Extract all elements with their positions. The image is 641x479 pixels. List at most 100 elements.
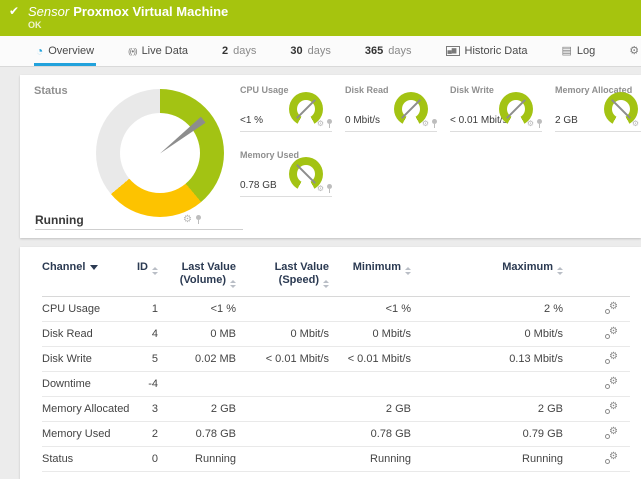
column-header-last_volume[interactable]: Last Value(Volume) [162,257,240,297]
gear-glyph: ⚙ [609,451,618,463]
mini-gauge-value: <1 % [240,115,263,126]
tab-settings[interactable]: ⚙Settings [627,36,641,66]
gear-icon: ⚙ [629,46,639,57]
column-label-2: (Volume) [180,274,226,286]
cell-min [333,372,415,397]
channel-settings-icon[interactable]: ⚙ [604,452,618,464]
sort-icon [230,280,236,288]
small-gear-dot [605,334,610,339]
tab-label: days [388,45,411,57]
sensor-header: ✔ SensorProxmox Virtual Machine OK [0,0,641,36]
sort-icon [152,267,158,275]
status-gauge [96,89,224,217]
cell-channel: Status [42,447,137,472]
small-gear-dot [605,384,610,389]
cell-last_speed [240,372,333,397]
sort-icon [405,267,411,275]
channel-settings-icon[interactable]: ⚙ [604,427,618,439]
mini-gauge-title: Disk Write [450,85,542,95]
tab-historic-data[interactable]: ▄▆Historic Data [444,36,530,66]
column-header-min[interactable]: Minimum [333,257,415,297]
mini-gauge-value: 0.78 GB [240,180,277,191]
tab-label: days [233,45,256,57]
cell-max: Running [415,447,567,472]
pin-icon[interactable] [432,119,437,128]
column-label: Minimum [353,261,401,273]
mini-gauge-title: Disk Read [345,85,437,95]
gear-icon[interactable]: ⚙ [632,120,639,128]
cell-max: 2 GB [415,397,567,422]
cell-min: < 0.01 Mbit/s [333,347,415,372]
cell-channel: CPU Usage [42,297,137,322]
tab-log[interactable]: ▤Log [560,36,598,66]
channel-settings-icon[interactable]: ⚙ [604,302,618,314]
channels-table: ChannelIDLast Value(Volume)Last Value(Sp… [42,257,630,472]
cell-min: 0 Mbit/s [333,322,415,347]
gear-glyph: ⚙ [609,401,618,413]
sort-icon [557,267,563,275]
gear-glyph: ⚙ [609,326,618,338]
mini-gauge-disk-read: Disk Read0 Mbit/s⚙ [345,85,437,132]
tab-label: Log [577,45,595,57]
cell-channel: Memory Used [42,422,137,447]
cell-last_volume: 0 MB [162,322,240,347]
mini-gauge-title: Memory Used [240,150,332,160]
sort-icon [323,280,329,288]
column-header-channel[interactable]: Channel [42,257,137,297]
cell-actions: ⚙ [567,422,630,447]
channel-settings-icon[interactable]: ⚙ [604,327,618,339]
chart-icon: ▄▆ [446,46,460,56]
gear-icon[interactable]: ⚙ [422,120,429,128]
tab-365-days[interactable]: 365days [363,36,414,66]
status-panel-title: Status [34,85,68,97]
channel-settings-icon[interactable]: ⚙ [604,377,618,389]
tab-30-days[interactable]: 30days [288,36,333,66]
pin-icon[interactable] [327,184,332,193]
mini-gauge-needle [401,99,421,119]
cell-channel: Memory Allocated [42,397,137,422]
tab-overview[interactable]: ◔Overview [34,36,96,66]
pin-icon[interactable] [327,119,332,128]
mini-gauge-memory-used: Memory Used 0.78 GB ⚙ [240,150,332,197]
table-row: Disk Write50.02 MB< 0.01 Mbit/s< 0.01 Mb… [42,347,630,372]
gear-icon[interactable]: ⚙ [317,120,324,128]
cell-last_volume [162,372,240,397]
channels-table-body: CPU Usage1<1 %<1 %2 %⚙Disk Read40 MB0 Mb… [42,297,630,472]
cell-id: 5 [137,347,162,372]
mini-gauge-value: 2 GB [555,115,578,126]
gauges-panel: Status Running ⚙ CPU Usage<1 %⚙Disk Read… [20,75,641,238]
cell-actions: ⚙ [567,447,630,472]
cell-min: 2 GB [333,397,415,422]
cell-max: 0.79 GB [415,422,567,447]
channel-settings-icon[interactable]: ⚙ [604,352,618,364]
column-header-last_speed[interactable]: Last Value(Speed) [240,257,333,297]
table-row: Status0RunningRunningRunning⚙ [42,447,630,472]
sensor-titles: SensorProxmox Virtual Machine OK [0,0,641,30]
cell-min: <1 % [333,297,415,322]
column-header-id[interactable]: ID [137,257,162,297]
gear-icon[interactable]: ⚙ [317,185,324,193]
gear-glyph: ⚙ [609,426,618,438]
tab-2-days[interactable]: 2 days [220,36,258,66]
table-row: Disk Read40 MB0 Mbit/s0 Mbit/s0 Mbit/s⚙ [42,322,630,347]
gauge-icon: ◔ [36,46,43,57]
cell-last_speed [240,447,333,472]
pin-icon[interactable] [537,119,542,128]
gear-icon[interactable]: ⚙ [183,215,192,225]
tab-label-bold: 30 [290,45,302,57]
gear-icon[interactable]: ⚙ [527,120,534,128]
small-gear-dot [605,409,610,414]
column-label-2: (Speed) [279,274,319,286]
cell-actions: ⚙ [567,397,630,422]
cell-max: 0.13 Mbit/s [415,347,567,372]
tab-live-data[interactable]: ((•))Live Data [126,36,190,66]
tab-label-bold: 2 [222,45,228,57]
sensor-title: Proxmox Virtual Machine [73,4,228,19]
column-header-max[interactable]: Maximum [415,257,567,297]
cell-id: 1 [137,297,162,322]
cell-id: -4 [137,372,162,397]
tab-bar: ◔Overview((•))Live Data2days30days365day… [0,36,641,67]
pin-icon[interactable] [196,215,201,224]
mini-gauge-icons: ⚙ [527,119,542,128]
channel-settings-icon[interactable]: ⚙ [604,402,618,414]
